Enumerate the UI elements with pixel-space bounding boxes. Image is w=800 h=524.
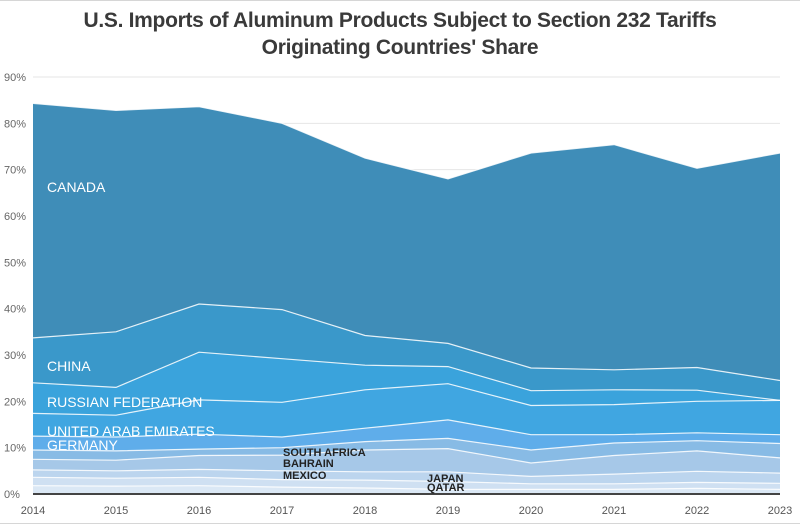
area-united-arab-emirates (33, 383, 780, 437)
chart-subtitle: Originating Countries' Share (261, 36, 539, 59)
area-mexico (33, 469, 780, 484)
boundary-germany (32, 419, 781, 438)
boundary-russian-federation (32, 351, 781, 401)
y-tick-label: 30% (4, 350, 26, 362)
chart-title: U.S. Imports of Aluminum Products Subjec… (0, 7, 800, 61)
y-tick-label: 40% (4, 304, 26, 316)
series-label-canada: CANADA (47, 179, 106, 195)
x-tick-label: 2020 (519, 505, 543, 517)
series-label-germany: GERMANY (47, 437, 118, 453)
area-canada (33, 103, 780, 381)
x-tick-label: 2022 (685, 505, 709, 517)
series-label-bahrain: BAHRAIN (283, 458, 334, 470)
x-tick-label: 2014 (21, 505, 45, 517)
area-layers (32, 102, 781, 494)
x-tick-label: 2017 (270, 505, 294, 517)
chart-title-line1: U.S. Imports of Aluminum Products Subjec… (83, 9, 717, 32)
y-tick-label: 20% (4, 396, 26, 408)
series-label-mexico: MEXICO (283, 470, 327, 482)
top-border (0, 0, 800, 1)
area-japan (33, 477, 780, 490)
x-axis-ticks: 2014 2015 2016 2017 2018 2019 2020 2021 2022 2023 (21, 505, 792, 517)
series-label-china: CHINA (47, 358, 91, 374)
series-label-japan: JAPAN (427, 473, 464, 485)
boundary-canada (32, 102, 781, 180)
x-tick-label: 2021 (602, 505, 626, 517)
series-label-qatar: QATAR (427, 482, 465, 494)
area-qatar (33, 485, 780, 494)
y-axis-ticks: 0% 10% 20% 30% 40% 50% 60% 70% 80% 90% (4, 72, 26, 501)
boundary-qatar (32, 485, 781, 490)
series-label-russian-federation: RUSSIAN FEDERATION (47, 394, 202, 410)
boundary-south-africa (32, 437, 781, 452)
y-tick-label: 90% (4, 72, 26, 84)
x-tick-label: 2023 (768, 505, 792, 517)
boundary-mexico (32, 468, 781, 478)
y-tick-label: 0% (4, 489, 20, 501)
x-tick-label: 2019 (436, 505, 460, 517)
area-germany (33, 419, 780, 451)
y-tick-label: 80% (4, 118, 26, 130)
series-label-south-africa: SOUTH AFRICA (283, 447, 366, 459)
x-tick-label: 2016 (187, 505, 211, 517)
boundary-bahrain (32, 447, 781, 464)
boundary-united-arab-emirates (32, 383, 781, 416)
y-tick-label: 10% (4, 443, 26, 455)
x-tick-label: 2018 (353, 505, 377, 517)
y-tick-label: 60% (4, 211, 26, 223)
boundary-japan (32, 476, 781, 485)
area-russian-federation (33, 352, 780, 416)
boundary-china (32, 303, 781, 382)
area-china (33, 304, 780, 401)
x-tick-label: 2015 (104, 505, 128, 517)
y-tick-label: 50% (4, 257, 26, 269)
series-label-united-arab-emirates: UNITED ARAB EMIRATES (47, 423, 215, 439)
y-tick-label: 70% (4, 165, 26, 177)
